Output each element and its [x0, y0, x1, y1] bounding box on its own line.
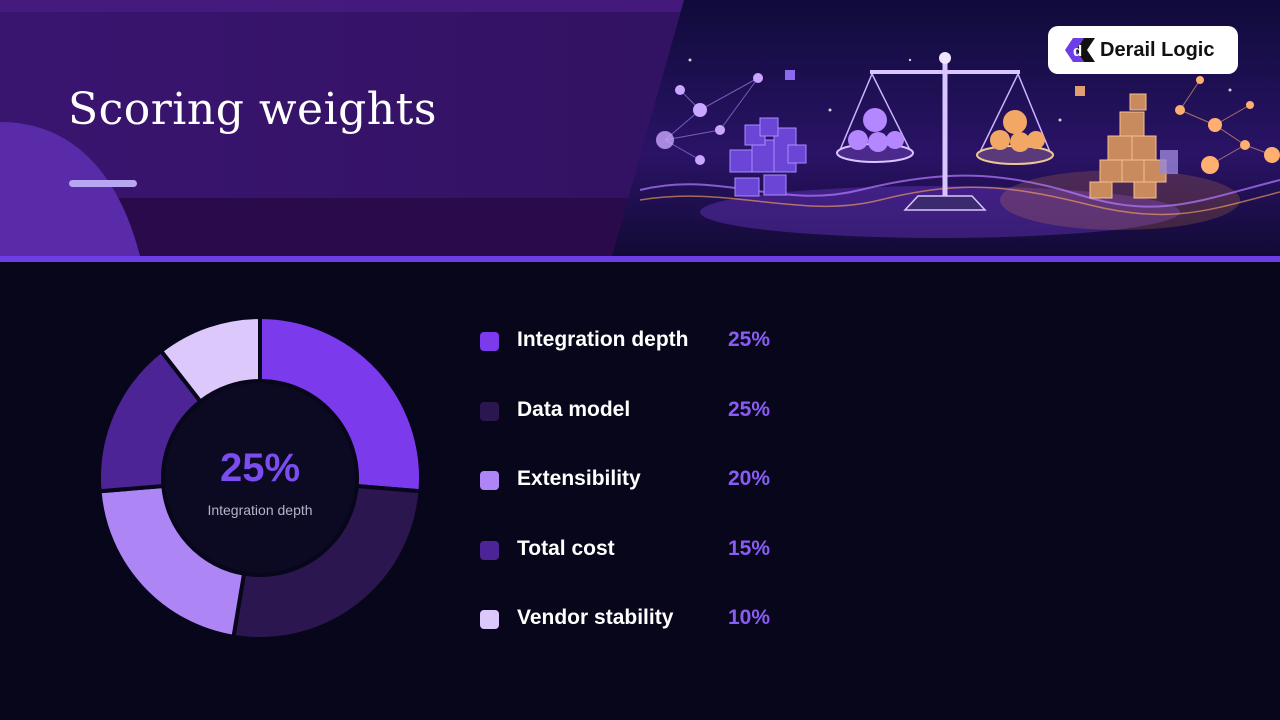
legend-label: Total cost: [517, 536, 615, 560]
donut-slice-vendor-stability: [158, 314, 262, 405]
derail-logic-logo-icon: d: [1065, 38, 1095, 62]
balance-scale-illustration: [639, 52, 1280, 238]
legend-item: Vendor stability 10%: [480, 596, 820, 666]
brand-logo: d Derail Logic: [1048, 26, 1238, 74]
legend-swatch: [480, 471, 499, 490]
title-underline: [69, 180, 137, 187]
legend-swatch: [480, 540, 499, 560]
chart-legend: Integration depth 25% Data model 25% Extensi…: [480, 318, 820, 666]
legend-value: 25%: [728, 328, 771, 351]
svg-text:d: d: [1073, 43, 1082, 60]
legend-value: 15%: [728, 536, 771, 560]
legend-value: 20%: [728, 467, 771, 490]
legend-value: 25%: [728, 397, 771, 421]
donut-slice-data-model: [231, 483, 423, 641]
brand-name: Derail Logic: [1100, 38, 1215, 61]
slide-title: Scoring weights: [68, 84, 437, 135]
donut-slice-extensibility: [97, 483, 247, 640]
donut-center-label: Integration depth: [207, 502, 313, 518]
legend-item: Extensibility 20%: [480, 457, 820, 527]
legend-label: Data model: [517, 397, 631, 421]
donut-chart: [97, 314, 423, 641]
legend-label: Vendor stability: [517, 606, 674, 629]
donut-center-value: 25%: [219, 446, 301, 490]
legend-item: Total cost 15%: [480, 527, 820, 597]
accent-divider: [0, 256, 1280, 262]
legend-item: Integration depth 25%: [480, 318, 820, 388]
legend-item: Data model 25%: [480, 388, 820, 458]
donut-hole: [165, 383, 355, 573]
legend-value: 10%: [728, 606, 771, 629]
header-band: Scoring weights d Derail Logic: [0, 0, 1280, 256]
legend-swatch: [480, 610, 499, 629]
legend-swatch: [480, 332, 499, 351]
legend-label: Extensibility: [517, 467, 641, 490]
donut-slice-integration-depth: [258, 314, 423, 494]
legend-swatch: [480, 401, 499, 421]
legend-label: Integration depth: [517, 328, 689, 351]
